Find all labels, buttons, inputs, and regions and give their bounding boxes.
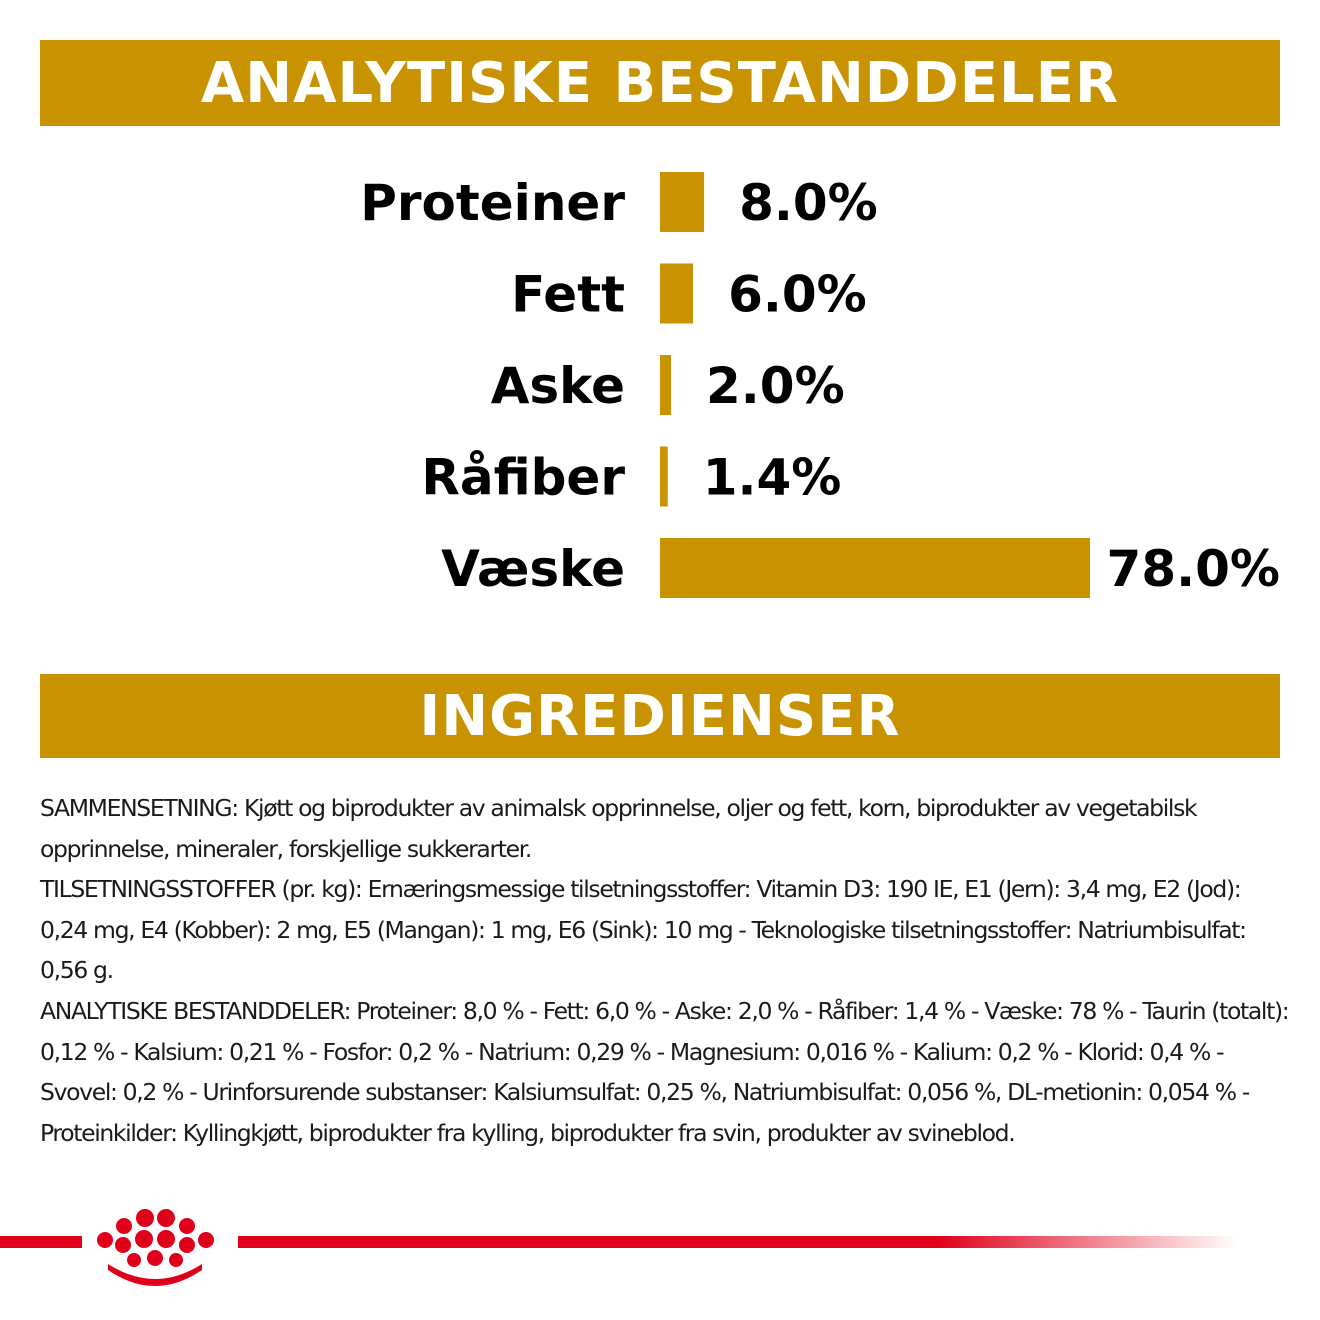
category-label: Væske — [441, 540, 625, 598]
ingredients-title: INGREDIENSER — [419, 683, 901, 749]
value-label: 2.0% — [706, 357, 845, 415]
category-label: Fett — [511, 266, 625, 324]
bar — [660, 538, 1090, 598]
ingredients-banner: INGREDIENSER — [40, 674, 1280, 758]
composition-paragraph: SAMMENSETNING: Kjøtt og biprodukter av a… — [40, 794, 1198, 863]
bar — [660, 263, 694, 324]
composition-bar-chart: Proteiner 8.0% Fett 6.0% Aske 2.0% Råfiber 1.4%… — [360, 172, 1280, 598]
category-label: Aske — [491, 357, 625, 415]
analytic-title: ANALYTISKE BESTANDDELER — [200, 50, 1120, 116]
value-label: 6.0% — [728, 266, 867, 324]
analytic-banner: ANALYTISKE BESTANDDELER — [40, 40, 1280, 126]
footer-line-left — [0, 1236, 82, 1248]
bar — [660, 172, 705, 232]
crown-logo-icon — [97, 1209, 214, 1286]
additives-paragraph: TILSETNINGSSTOFFER (pr. kg): Ernæringsme… — [40, 875, 1247, 985]
brand-footer — [0, 1209, 1238, 1286]
bar — [660, 446, 668, 507]
bar — [660, 355, 672, 415]
value-label: 78.0% — [1107, 540, 1280, 598]
ingredients-text: SAMMENSETNING: Kjøtt og biprodukter av a… — [40, 788, 1290, 1153]
category-label: Råfiber — [421, 449, 625, 507]
value-label: 8.0% — [739, 174, 878, 232]
analytic-paragraph: ANALYTISKE BESTANDDELER: Proteiner: 8,0 … — [40, 996, 1290, 1147]
value-label: 1.4% — [703, 449, 842, 507]
category-label: Proteiner — [360, 174, 625, 232]
footer-line-right — [238, 1236, 1238, 1248]
